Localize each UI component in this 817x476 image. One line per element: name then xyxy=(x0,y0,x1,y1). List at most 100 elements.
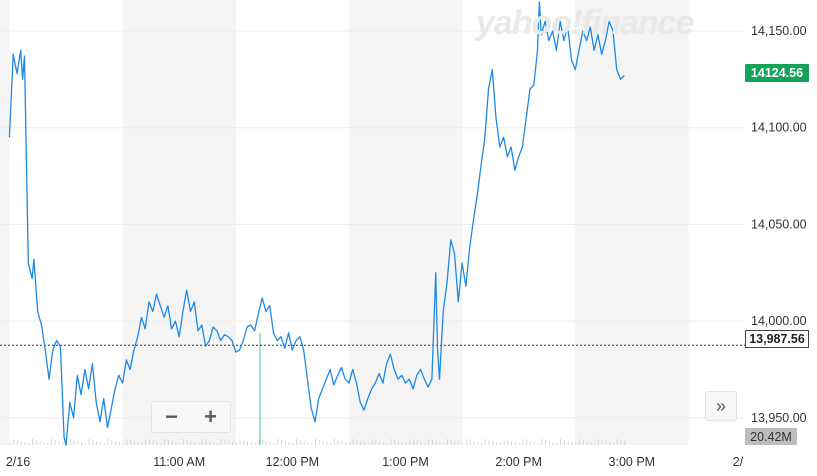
volume-bar xyxy=(375,440,377,445)
session-bands xyxy=(0,0,689,445)
volume-bar xyxy=(311,443,313,445)
volume-bar xyxy=(594,443,596,445)
hour-band xyxy=(122,0,236,445)
zoom-in-button[interactable]: + xyxy=(204,404,217,429)
x-tick-label: 12:00 PM xyxy=(266,455,320,469)
volume-bar xyxy=(499,443,501,445)
volume-bar xyxy=(492,441,494,445)
volume-bar xyxy=(99,442,101,445)
volume-bar xyxy=(624,441,626,445)
volume-bar xyxy=(69,439,71,445)
volume-bar xyxy=(111,440,113,445)
volume-bar xyxy=(47,443,49,445)
horizontal-gridlines xyxy=(0,30,745,419)
volume-bar xyxy=(269,442,271,445)
volume-bar xyxy=(92,440,94,445)
volume-bar xyxy=(9,443,11,445)
volume-bar xyxy=(454,441,456,445)
volume-bar xyxy=(522,439,524,445)
volume-bar xyxy=(480,443,482,445)
volume-bar xyxy=(364,442,366,445)
volume-bar xyxy=(277,439,279,445)
volume-bar xyxy=(348,443,350,445)
volume-bar xyxy=(567,441,569,445)
volume-bar xyxy=(288,442,290,445)
volume-bar xyxy=(58,441,60,445)
x-tick-label: 11:00 AM xyxy=(153,455,205,469)
x-axis-labels: 2/16 11:00 AM 12:00 PM 1:00 PM 2:00 PM 3:00 P… xyxy=(6,455,744,469)
volume-bar xyxy=(314,439,316,445)
volume-bar xyxy=(405,443,407,445)
hour-band xyxy=(348,0,463,445)
volume-bar xyxy=(303,441,305,445)
volume-bar xyxy=(164,439,166,445)
volume-bar xyxy=(160,443,162,445)
x-tick-label: 2/ xyxy=(733,455,744,469)
y-axis-labels: 13,950.00 14,000.00 14,050.00 14,100.00 14,1… xyxy=(751,24,807,425)
volume-bar xyxy=(420,442,422,445)
y-tick-label: 13,950.00 xyxy=(751,411,807,425)
volume-bar xyxy=(537,443,539,445)
volume-bar xyxy=(122,443,124,445)
volume-bar xyxy=(126,439,128,445)
volume-bar xyxy=(556,443,558,445)
volume-bar xyxy=(465,439,467,445)
volume-bar xyxy=(394,440,396,445)
volume-bar xyxy=(247,441,249,445)
volume-bar xyxy=(548,441,550,445)
volume-bar xyxy=(96,441,98,445)
volume-bar xyxy=(307,442,309,445)
volume-bar xyxy=(50,439,52,445)
volume-bar xyxy=(13,439,15,445)
volume-bar xyxy=(443,443,445,445)
volume-bar xyxy=(24,442,26,445)
volume-bar xyxy=(152,441,154,445)
expand-chart-button[interactable]: » xyxy=(705,391,737,421)
volume-bar xyxy=(469,440,471,445)
volume-bar xyxy=(262,440,264,445)
volume-bar xyxy=(620,440,622,445)
volume-bar xyxy=(431,440,433,445)
volume-bar xyxy=(43,442,45,445)
volume-bar xyxy=(533,442,535,445)
volume-bar xyxy=(496,442,498,445)
volume-bar xyxy=(107,439,109,445)
y-tick-label: 14,050.00 xyxy=(751,217,807,231)
hour-band xyxy=(0,0,10,445)
volume-bar xyxy=(526,440,528,445)
volume-bar xyxy=(514,442,516,445)
volume-bar xyxy=(458,442,460,445)
volume-bar xyxy=(239,439,241,445)
volume-bar xyxy=(428,439,430,445)
y-tick-label: 14,100.00 xyxy=(751,121,807,135)
volume-bar xyxy=(597,439,599,445)
volume-bar xyxy=(416,441,418,445)
volume-bar xyxy=(88,439,90,445)
volume-bar xyxy=(137,442,139,445)
volume-bar xyxy=(616,439,618,445)
volume-bar xyxy=(243,440,245,445)
volume-bar xyxy=(235,443,237,445)
volume-bar xyxy=(209,441,211,445)
zoom-out-button[interactable]: − xyxy=(165,404,178,429)
price-line xyxy=(8,1,625,446)
volume-bar xyxy=(299,440,301,445)
volume-bar xyxy=(439,442,441,445)
x-tick-label: 2:00 PM xyxy=(495,455,542,469)
volume-bar xyxy=(473,441,475,445)
volume-bar xyxy=(382,442,384,445)
volume-bar xyxy=(273,443,275,445)
volume-bar xyxy=(435,441,437,445)
volume-bar xyxy=(360,441,362,445)
volume-bar xyxy=(28,443,30,445)
volume-bar xyxy=(575,443,577,445)
volume-bar xyxy=(220,439,222,445)
volume-bar xyxy=(20,441,22,445)
volume-bar xyxy=(231,442,233,445)
volume-bar xyxy=(560,439,562,445)
volume-bar xyxy=(73,440,75,445)
volume-bar xyxy=(386,443,388,445)
x-tick-label: 3:00 PM xyxy=(609,455,656,469)
volume-bar xyxy=(213,442,215,445)
